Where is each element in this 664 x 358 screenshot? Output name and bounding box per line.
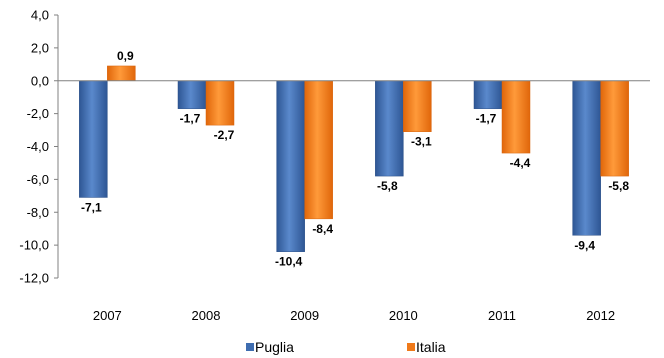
x-tick-label: 2008 [192, 308, 221, 323]
bar-italia-2010 [403, 80, 432, 132]
bar-italia-2007 [107, 65, 136, 82]
bar-puglia-2007 [79, 80, 108, 198]
data-label-italia-2009: -8,4 [312, 222, 333, 236]
data-label-puglia-2007: -7,1 [81, 200, 102, 214]
legend-label-italia: Italia [416, 339, 446, 355]
y-axis: 4,0 2,0 0,0 -2,0 -4,0 -6,0 -8,0 -10,0 -12,0 [19, 8, 59, 286]
bar-italia-2009 [304, 80, 333, 220]
y-tick-label: 0,0 [31, 73, 49, 88]
bar-italia-2008 [205, 80, 235, 126]
bar-puglia-2010 [375, 80, 404, 177]
bar-puglia-2012 [572, 80, 601, 236]
legend: Puglia Italia [246, 339, 446, 355]
bar-italia-2011 [501, 80, 531, 154]
x-axis: 2007 2008 2009 2010 2011 2012 [58, 80, 650, 323]
y-tick-label: -8,0 [27, 205, 49, 220]
bar-puglia-2009 [276, 80, 305, 252]
data-labels: -7,1 -1,7 -10,4 -5,8 -1,7 -9,4 0,9 -2,7 -8,4 -3,1… [81, 49, 629, 269]
y-tick-label: 4,0 [31, 8, 49, 23]
bar-italia-2012 [600, 80, 629, 177]
y-tick-label: -10,0 [19, 238, 49, 253]
data-label-puglia-2008: -1,7 [180, 112, 201, 126]
x-tick-label: 2010 [389, 308, 418, 323]
x-tick-label: 2007 [93, 308, 122, 323]
legend-label-puglia: Puglia [255, 339, 294, 355]
y-tick-label: -6,0 [27, 172, 49, 187]
legend-swatch-italia [407, 343, 415, 351]
data-label-italia-2010: -3,1 [411, 135, 432, 149]
bar-puglia-2011 [473, 80, 503, 109]
x-tick-label: 2012 [586, 308, 615, 323]
data-label-puglia-2009: -10,4 [275, 255, 303, 269]
data-label-italia-2012: -5,8 [608, 179, 629, 193]
data-label-italia-2011: -4,4 [510, 156, 531, 170]
data-label-italia-2008: -2,7 [214, 128, 235, 142]
y-tick-label: -2,0 [27, 106, 49, 121]
y-tick-label: -4,0 [27, 139, 49, 154]
legend-swatch-puglia [246, 343, 254, 351]
bars [79, 65, 629, 252]
y-tick-label: -12,0 [19, 271, 49, 286]
x-tick-label: 2009 [290, 308, 319, 323]
y-tick-label: 2,0 [31, 40, 49, 55]
data-label-italia-2007: 0,9 [117, 49, 134, 63]
x-tick-label: 2011 [488, 308, 516, 323]
data-label-puglia-2011: -1,7 [476, 112, 497, 126]
data-label-puglia-2012: -9,4 [574, 238, 595, 252]
data-label-puglia-2010: -5,8 [377, 179, 398, 193]
bar-puglia-2008 [177, 80, 207, 109]
